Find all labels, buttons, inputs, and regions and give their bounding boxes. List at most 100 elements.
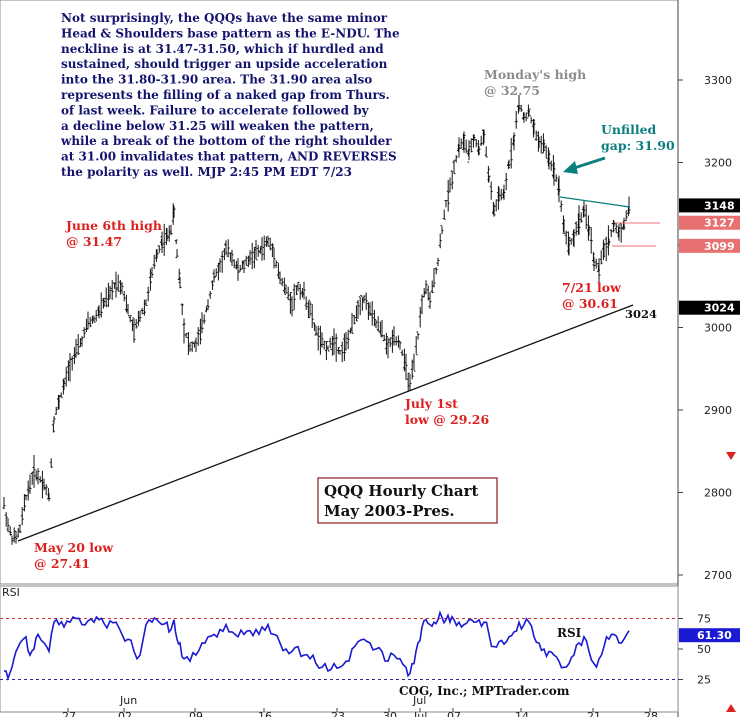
rsi-last-value-box: 61.30 (679, 628, 740, 643)
price-bar (569, 238, 573, 245)
price-bar (142, 299, 146, 316)
scroll-down-icon[interactable] (726, 452, 736, 460)
rsi-tick-label: 50 (697, 643, 711, 656)
price-bar (524, 112, 528, 122)
price-bar (364, 292, 368, 310)
price-bar (32, 455, 36, 488)
price-bar (232, 259, 236, 269)
y-tick-label: 2700 (704, 569, 732, 582)
price-bar (312, 322, 316, 331)
price-bar (479, 135, 483, 147)
price-box: 3148 (679, 198, 740, 213)
price-bar (198, 318, 202, 345)
unfilled-gap-line1: Unfilled (601, 122, 657, 137)
price-bar (507, 159, 511, 167)
price-bar (322, 340, 326, 350)
price-bar (230, 249, 234, 267)
price-bar (617, 224, 621, 241)
x-tick-label: 30 (383, 710, 397, 717)
price-bar (128, 315, 132, 323)
price-bar (304, 296, 308, 310)
price-bar (284, 284, 288, 295)
price-bar (104, 287, 108, 308)
price-bar (266, 235, 270, 247)
price-bar (398, 340, 402, 350)
title-box (317, 477, 498, 524)
price-bar (386, 337, 390, 359)
price-box-label: 3099 (704, 240, 735, 253)
price-bar (26, 480, 30, 501)
price-bar (150, 266, 154, 278)
price-bar (406, 372, 410, 391)
price-bar (344, 331, 348, 351)
price-bar (110, 280, 114, 300)
price-bar (36, 468, 40, 485)
price-bar (627, 196, 631, 213)
price-bar (174, 239, 178, 245)
price-bar (194, 337, 198, 353)
month-label: Jul (412, 694, 426, 707)
monday-high-label: Monday's high @ 32.75 (484, 67, 591, 98)
price-bar (210, 280, 214, 290)
price-bar (561, 215, 565, 232)
price-bar (206, 299, 210, 311)
price-bar (200, 312, 204, 334)
price-bar (506, 161, 510, 170)
price-box-label: 3024 (704, 302, 735, 315)
price-bar (218, 258, 222, 273)
price-bar (34, 470, 38, 481)
price-bar (177, 268, 181, 281)
price-bar (57, 395, 61, 410)
price-bar (102, 297, 106, 307)
july1-line1: July 1st (404, 396, 458, 411)
commentary-line: into the 31.80-31.90 area. The 31.90 are… (61, 73, 372, 87)
price-bar (474, 139, 478, 148)
price-bar (412, 353, 416, 372)
price-bar (514, 110, 518, 129)
price-bar (202, 314, 206, 324)
price-bar (165, 228, 169, 241)
rsi-panel (0, 585, 679, 713)
price-bar (157, 245, 161, 254)
price-bar (426, 285, 430, 301)
price-bar (358, 294, 362, 316)
price-bar (368, 302, 372, 316)
monday-high-line1: Monday's high (484, 67, 586, 82)
price-bar (356, 300, 360, 319)
price-bars (2, 94, 631, 545)
price-bar (62, 378, 66, 390)
price-bar (132, 318, 136, 343)
price-bar (236, 258, 240, 281)
price-bar (92, 315, 96, 323)
price-bar (272, 244, 276, 269)
x-tick-label: 16 (258, 710, 272, 717)
price-box: 3099 (679, 238, 740, 253)
commentary-line: while a break of the bottom of the right… (60, 134, 392, 148)
price-bar (552, 162, 556, 186)
price-bar (562, 220, 566, 234)
price-bar (404, 353, 408, 380)
price-bar (20, 507, 24, 526)
price-bar (99, 292, 103, 318)
price-bar (324, 341, 328, 361)
price-bar (120, 282, 124, 294)
price-bar (278, 271, 282, 284)
price-bar (224, 240, 228, 256)
price-box-label: 3127 (704, 217, 735, 230)
x-tick-label: 14 (515, 710, 529, 717)
price-bar (260, 237, 264, 261)
rsi-panel-label: RSI (2, 586, 20, 599)
may20-low-label: May 20 low @ 27.41 (34, 540, 118, 571)
price-bar (80, 336, 84, 347)
chart-title: QQQ Hourly Chart (324, 482, 479, 500)
price-bar (190, 341, 194, 352)
price-bar (452, 159, 456, 175)
price-bar (310, 304, 314, 328)
price-bar (574, 221, 578, 236)
x-tick-label: 23 (331, 710, 345, 717)
commentary-line: sustained, should trigger an upside acce… (61, 57, 388, 71)
price-bar (342, 333, 346, 361)
scroll-up-icon[interactable] (726, 704, 736, 712)
price-bar (444, 199, 448, 208)
price-bar (122, 291, 126, 302)
